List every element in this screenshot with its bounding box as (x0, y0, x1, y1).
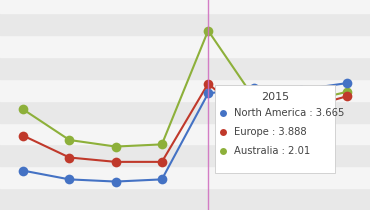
FancyBboxPatch shape (215, 85, 335, 173)
Text: Europe : 3.888: Europe : 3.888 (235, 127, 307, 137)
Bar (0, 122, 370, 144)
Bar (0, 13, 370, 35)
Text: Australia : 2.01: Australia : 2.01 (235, 146, 311, 156)
Bar (0, 35, 370, 57)
Text: 2015: 2015 (261, 92, 289, 102)
Bar (0, 57, 370, 79)
Bar (0, 144, 370, 166)
Text: North America : 3.665: North America : 3.665 (235, 108, 345, 118)
Bar (0, 79, 370, 101)
Bar (0, 166, 370, 188)
Bar (0, 188, 370, 210)
Bar (0, 0, 370, 13)
Bar (0, 101, 370, 122)
